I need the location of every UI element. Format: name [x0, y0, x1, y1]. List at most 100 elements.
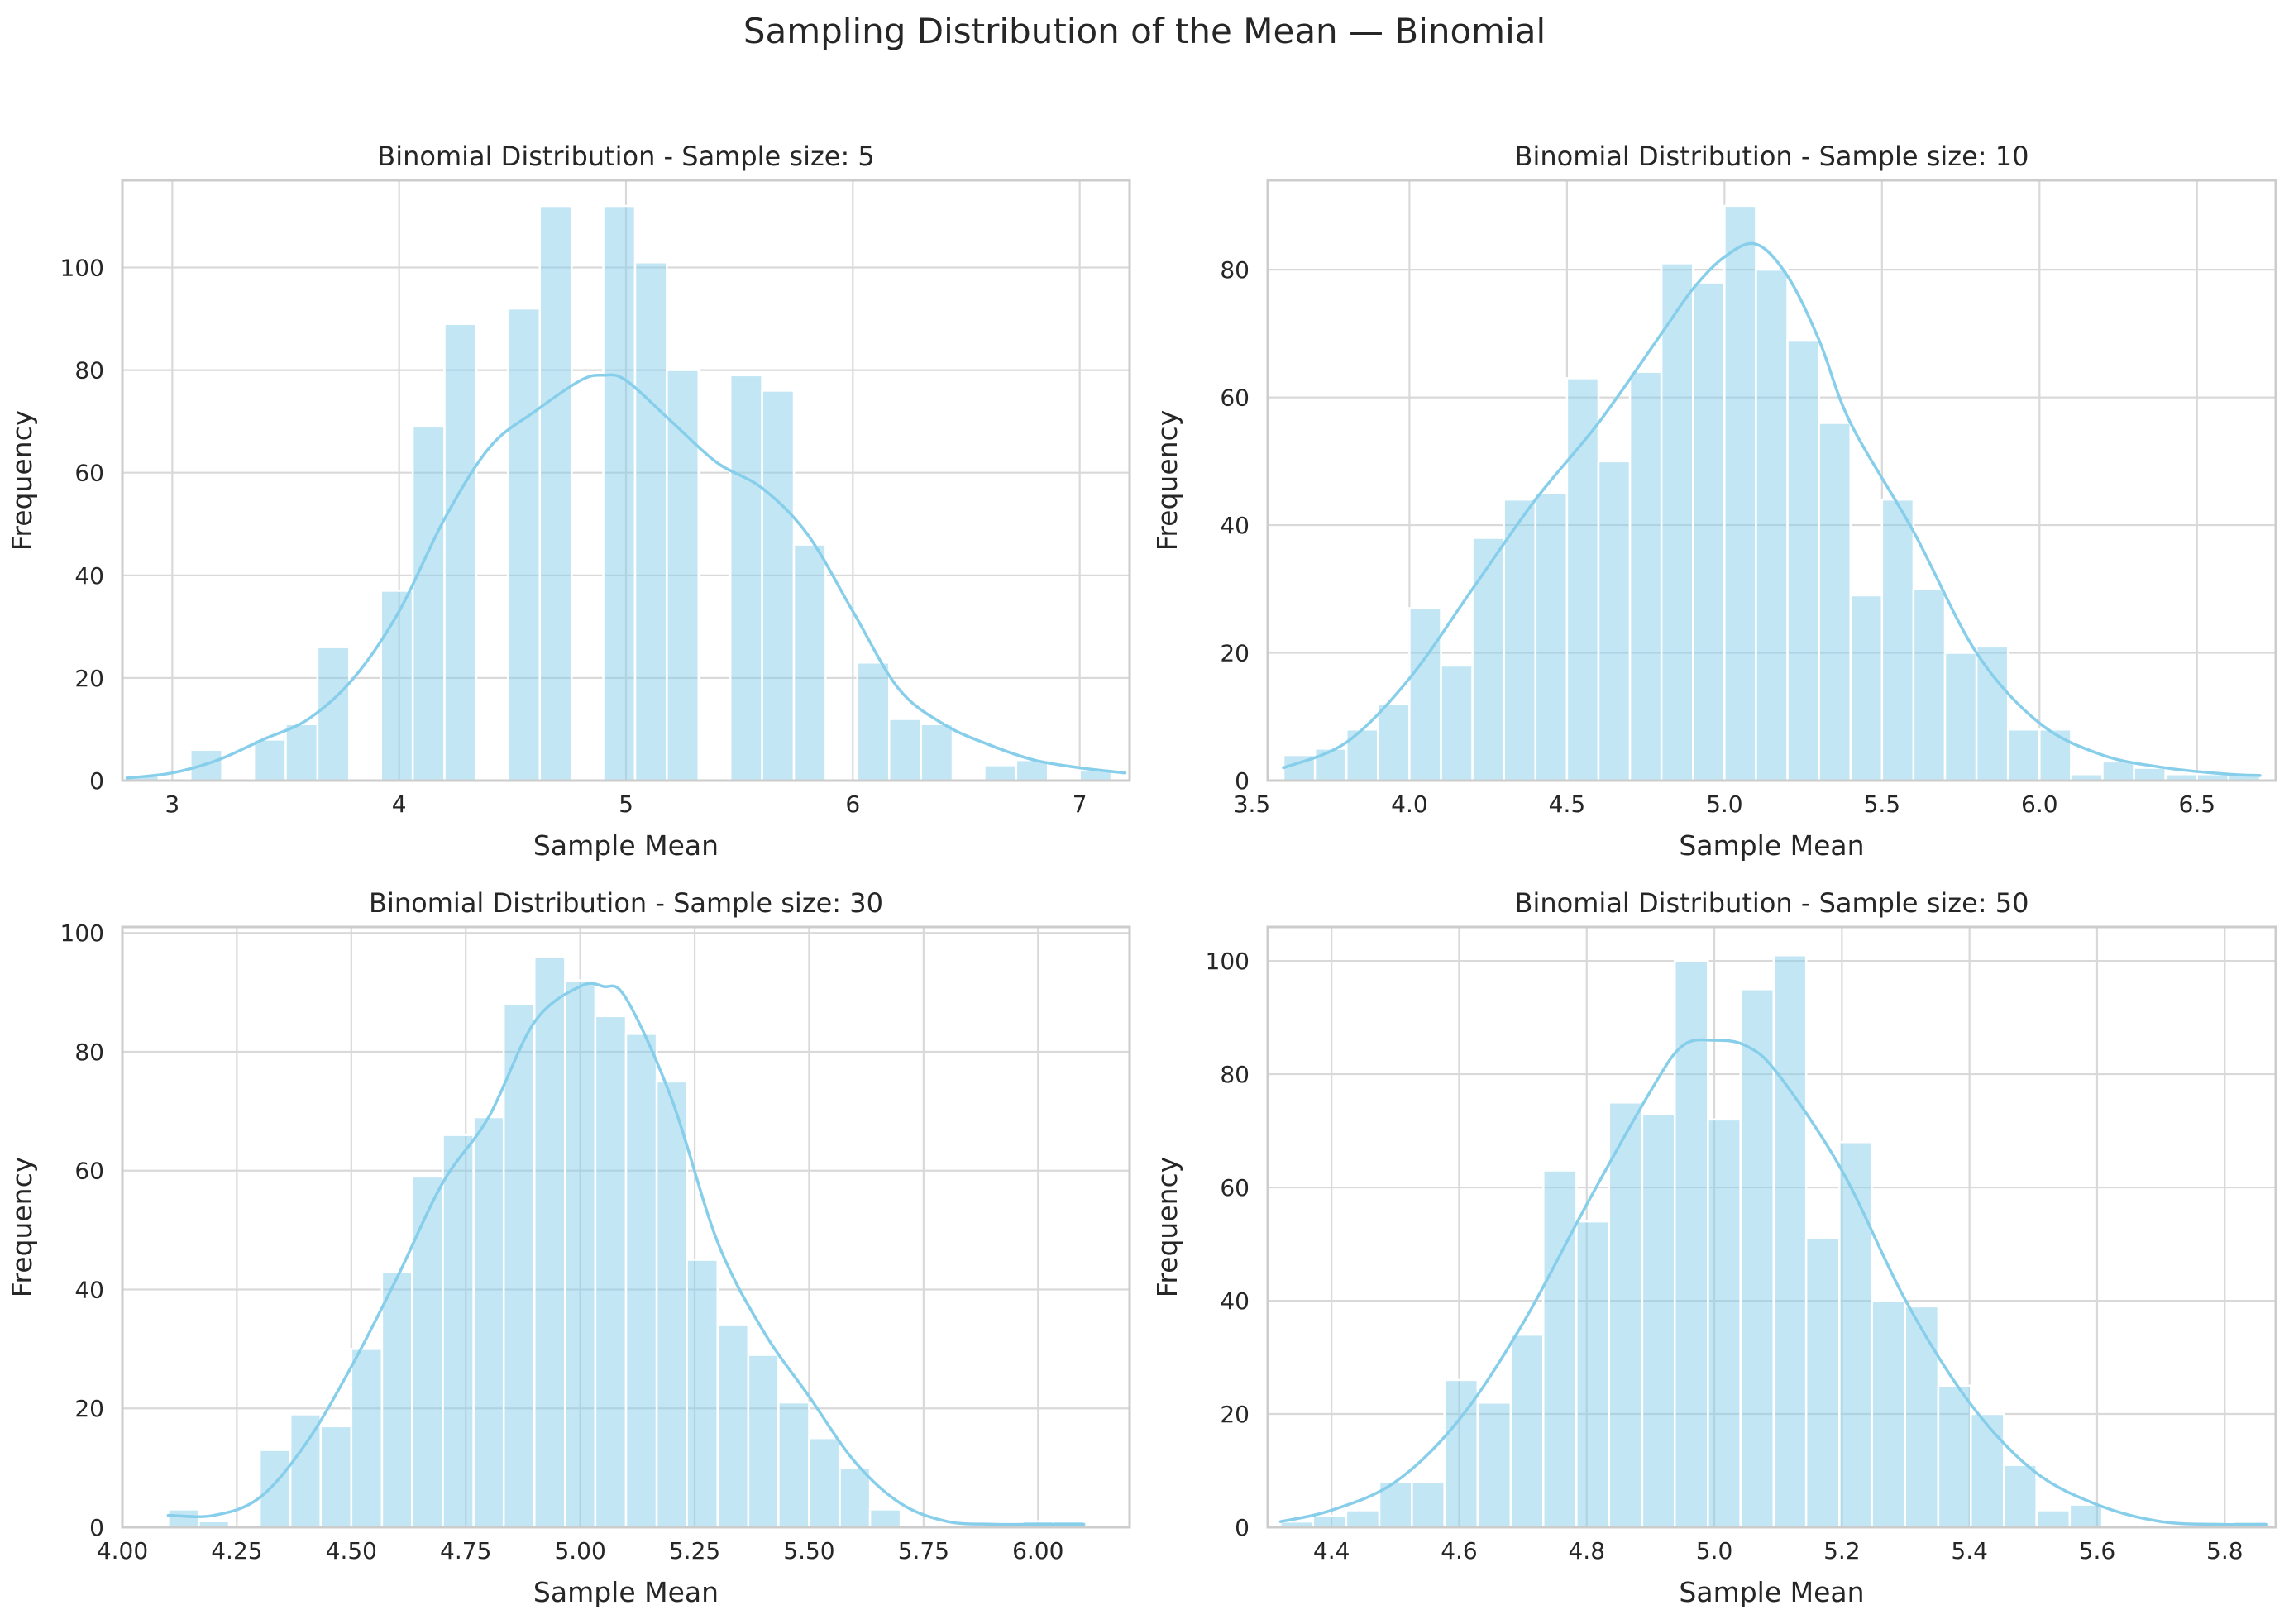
histogram-bar	[747, 1354, 780, 1529]
histogram-bars	[126, 204, 1113, 782]
histogram-bar	[411, 1175, 444, 1529]
x-tick-label: 4.0	[1391, 791, 1428, 818]
x-tick-label: 6	[845, 791, 860, 818]
histogram-bar	[538, 204, 573, 782]
histogram-bar	[1628, 370, 1663, 782]
x-tick-label: 3.5	[1234, 791, 1271, 818]
histogram-bar	[594, 1015, 628, 1529]
figure-title: Sampling Distribution of the Mean — Bino…	[743, 11, 1546, 51]
histogram-bar	[1345, 1509, 1381, 1529]
histogram-bar	[1673, 959, 1709, 1529]
histogram-bar	[316, 646, 351, 782]
histogram-bar	[472, 1115, 505, 1529]
y-tick-label: 20	[74, 1395, 104, 1422]
x-tick-label: 4.00	[97, 1537, 148, 1564]
x-tick-label: 5.75	[898, 1537, 949, 1564]
histogram-bar	[716, 1324, 750, 1529]
histogram-bar	[1534, 492, 1569, 782]
y-tick-label: 60	[74, 1158, 104, 1185]
subplot-title: Binomial Distribution - Sample size: 50	[1515, 887, 2029, 919]
kde-curve	[1282, 241, 2262, 777]
x-axis-label: Sample Mean	[533, 829, 719, 862]
x-tick-label: 5.8	[2206, 1537, 2244, 1564]
axes-frame	[121, 179, 1131, 782]
y-tick-label: 60	[1220, 385, 1250, 412]
y-axis-label: Frequency	[6, 1157, 38, 1297]
y-tick-label: 40	[1220, 512, 1250, 539]
y-tick-label: 100	[60, 919, 104, 947]
histogram-bar	[1015, 758, 1049, 782]
histogram-bar	[777, 1401, 810, 1529]
histogram-bar	[564, 979, 597, 1529]
y-tick-label: 100	[1206, 948, 1250, 975]
x-tick-label: 5.0	[1696, 1537, 1733, 1564]
y-tick-label: 0	[89, 767, 104, 795]
histogram-bar	[1377, 703, 1411, 782]
histogram-bar	[1660, 262, 1694, 782]
x-tick-label: 5.6	[2079, 1537, 2116, 1564]
histogram-bar	[289, 1413, 322, 1529]
histogram-bar	[380, 1270, 413, 1529]
y-tick-label: 40	[74, 1276, 104, 1303]
histogram-bar	[380, 590, 414, 782]
axes-frame	[121, 925, 1131, 1529]
histogram-bar	[686, 1259, 719, 1529]
x-tick-label: 7	[1073, 791, 1087, 818]
x-tick-label: 3	[165, 791, 179, 818]
x-tick-label: 4.50	[326, 1537, 377, 1564]
histogram-bar	[983, 764, 1018, 782]
histogram-bar	[1608, 1101, 1644, 1529]
subplot-1: 3 4 5 6 7 0 20 40 60 80 100 Binomial Distribution -…	[6, 141, 1131, 862]
histogram-bar	[189, 748, 223, 782]
histogram-bar	[442, 1134, 475, 1529]
x-tick-label: 4.5	[1549, 791, 1586, 818]
histogram-bar	[792, 543, 827, 782]
histogram-bar	[2006, 728, 2041, 782]
histogram-bar	[1912, 588, 1947, 782]
y-tick-label: 0	[1235, 1514, 1250, 1541]
histogram-bar	[856, 662, 891, 782]
x-tick-label: 4.6	[1441, 1537, 1478, 1564]
histogram-bar	[1755, 268, 1789, 782]
y-tick-label: 20	[74, 665, 104, 692]
histogram-bar	[602, 204, 637, 782]
x-tick-label: 6.5	[2179, 791, 2216, 818]
histogram-bar	[1739, 988, 1775, 1529]
y-tick-label: 20	[1220, 1401, 1250, 1428]
histogram-bar	[1509, 1333, 1545, 1529]
histogram-bar	[167, 1508, 200, 1529]
x-tick-label: 5.25	[669, 1537, 720, 1564]
x-tick-label: 4.4	[1313, 1537, 1350, 1564]
x-tick-label: 5.5	[1864, 791, 1901, 818]
histogram-bar	[1786, 338, 1820, 782]
histogram-bar	[1597, 460, 1632, 782]
histogram-bar	[1804, 1237, 1841, 1529]
y-tick-label: 40	[74, 562, 104, 590]
histogram-bar	[1411, 1480, 1446, 1529]
histogram-bar	[1575, 1220, 1611, 1529]
x-tick-label: 4.25	[211, 1537, 262, 1564]
histogram-bar	[319, 1425, 353, 1529]
histogram-bar	[2133, 767, 2167, 782]
x-axis-label: Sample Mean	[1679, 829, 1864, 862]
histogram-bar	[1312, 1515, 1348, 1529]
histogram-bar	[729, 374, 763, 782]
y-tick-label: 60	[74, 460, 104, 487]
y-tick-label: 80	[1220, 1061, 1250, 1088]
histogram-bar	[839, 1466, 872, 1529]
y-tick-label: 80	[1220, 256, 1250, 284]
subplot-title: Binomial Distribution - Sample size: 30	[369, 887, 883, 919]
x-tick-label: 4.75	[440, 1537, 491, 1564]
histogram-bar	[502, 1003, 536, 1529]
histogram-bar	[761, 389, 796, 782]
histogram-bar	[1542, 1169, 1578, 1529]
histogram-bar	[2038, 728, 2072, 782]
y-axis-label: Frequency	[1151, 410, 1183, 551]
histogram-bar	[2068, 1503, 2104, 1529]
histogram-bars	[1282, 204, 2262, 782]
y-tick-label: 100	[60, 254, 104, 281]
histogram-bar	[1969, 1412, 2005, 1529]
histogram-bar	[920, 723, 954, 782]
histogram-bar	[1904, 1305, 1940, 1529]
